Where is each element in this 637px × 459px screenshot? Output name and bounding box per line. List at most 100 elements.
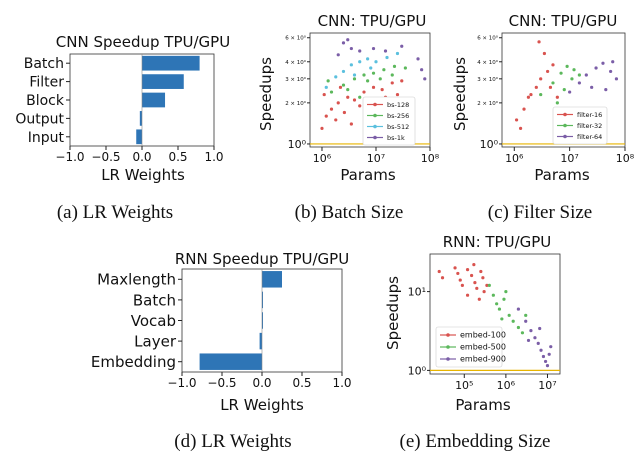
data-point xyxy=(352,73,357,77)
data-point xyxy=(538,326,542,331)
legend-label: embed-100 xyxy=(460,331,506,340)
data-point xyxy=(568,90,572,94)
data-point xyxy=(551,63,555,67)
caption-b: (b) Batch Size xyxy=(295,202,404,223)
category-label: Block xyxy=(26,93,65,109)
legend-box xyxy=(435,326,503,368)
legend-marker xyxy=(373,124,377,129)
data-point xyxy=(551,81,555,85)
y-tick-label: 10⁰ xyxy=(480,138,499,151)
data-point xyxy=(400,44,404,48)
data-point xyxy=(352,77,357,81)
legend-label: embed-500 xyxy=(460,343,506,352)
bar xyxy=(142,92,166,108)
legend-marker xyxy=(373,102,377,107)
chart-a-xlabel: LR Weights xyxy=(101,166,185,184)
data-point xyxy=(320,126,324,131)
data-point xyxy=(481,276,485,280)
data-point xyxy=(362,73,366,77)
x-tick-label: −0.5 xyxy=(207,376,236,390)
legend: embed-100 embed-500 embed-900 xyxy=(435,326,506,368)
legend: bs-128 bs-256 bs-512 bs-1k xyxy=(362,96,416,146)
data-point xyxy=(322,92,326,97)
category-label: Embedding xyxy=(91,353,176,371)
data-point xyxy=(383,49,388,53)
data-point xyxy=(529,328,533,333)
data-point xyxy=(611,60,615,64)
data-point xyxy=(524,319,528,323)
legend-marker xyxy=(563,134,567,139)
bar xyxy=(139,111,142,126)
y-tick-label: 3 × 10⁰ xyxy=(477,76,499,83)
data-point xyxy=(482,289,486,294)
x-tick-label: 0.0 xyxy=(252,376,271,390)
x-tick-label: 10⁶ xyxy=(505,152,524,165)
data-point xyxy=(577,73,581,77)
legend: filter-16 filter-32 filter-64 xyxy=(552,106,608,145)
data-point xyxy=(475,286,479,290)
y-tick-label: 10⁰ xyxy=(288,138,307,151)
data-point xyxy=(570,77,574,81)
legend-label: filter-32 xyxy=(577,122,602,130)
data-point xyxy=(423,77,427,81)
category-label: Batch xyxy=(133,291,176,309)
caption-c: (c) Filter Size xyxy=(488,202,592,223)
x-tick-label: −0.5 xyxy=(91,150,120,164)
data-point xyxy=(329,90,334,94)
data-point xyxy=(336,53,340,57)
data-point xyxy=(491,293,495,297)
data-point xyxy=(395,92,400,97)
bar xyxy=(142,74,184,89)
data-point xyxy=(511,319,515,323)
data-point xyxy=(346,88,350,92)
data-point xyxy=(440,276,445,280)
chart-b-xlabel: Params xyxy=(340,166,396,184)
bar xyxy=(199,353,262,370)
data-point xyxy=(495,302,499,306)
data-point xyxy=(362,90,366,94)
data-point xyxy=(504,289,508,294)
data-point xyxy=(502,297,506,301)
data-point xyxy=(520,331,525,335)
category-label: Layer xyxy=(134,333,177,351)
data-point xyxy=(369,66,373,70)
data-point xyxy=(548,85,553,89)
data-point xyxy=(594,66,598,70)
data-point xyxy=(555,95,559,99)
x-tick-label: 10⁷ xyxy=(367,152,385,165)
data-point xyxy=(371,46,376,51)
legend-label: filter-64 xyxy=(577,133,602,141)
chart-b-ylabel: Speedups xyxy=(257,57,275,131)
data-point xyxy=(534,85,538,89)
data-point xyxy=(609,69,613,74)
category-label: Vocab xyxy=(131,312,176,330)
data-point xyxy=(518,126,523,131)
data-point xyxy=(395,51,400,56)
data-point xyxy=(539,77,543,81)
data-point xyxy=(479,269,483,274)
x-tick-label: 0.5 xyxy=(292,376,311,390)
data-point xyxy=(533,336,537,340)
chart-b-plot: 10⁶ 10⁷ 10⁸ 10⁰ 2 × 10⁰ 3 × 10⁰ 4 × 10⁰ 6 × 10⁰… xyxy=(285,32,440,165)
data-point xyxy=(358,95,362,99)
y-tick-label: 10¹ xyxy=(408,286,426,299)
data-point xyxy=(524,313,528,317)
data-point xyxy=(420,68,424,72)
legend-label: bs-1k xyxy=(387,134,405,142)
data-point xyxy=(539,348,543,352)
data-point xyxy=(526,338,531,343)
category-label: Batch xyxy=(24,56,64,72)
data-point xyxy=(334,118,338,122)
data-point xyxy=(416,57,420,61)
data-point xyxy=(366,79,370,83)
data-point xyxy=(349,122,353,126)
chart-c-ylabel: Speedups xyxy=(451,57,469,131)
bar xyxy=(142,55,200,71)
data-point xyxy=(334,75,338,79)
chart-c-title: CNN: TPU/GPU xyxy=(509,12,618,30)
data-point xyxy=(358,49,362,53)
y-tick-label: 4 × 10⁰ xyxy=(477,59,499,66)
data-point xyxy=(536,341,540,346)
category-label: Output xyxy=(15,111,64,127)
data-point xyxy=(390,73,394,77)
